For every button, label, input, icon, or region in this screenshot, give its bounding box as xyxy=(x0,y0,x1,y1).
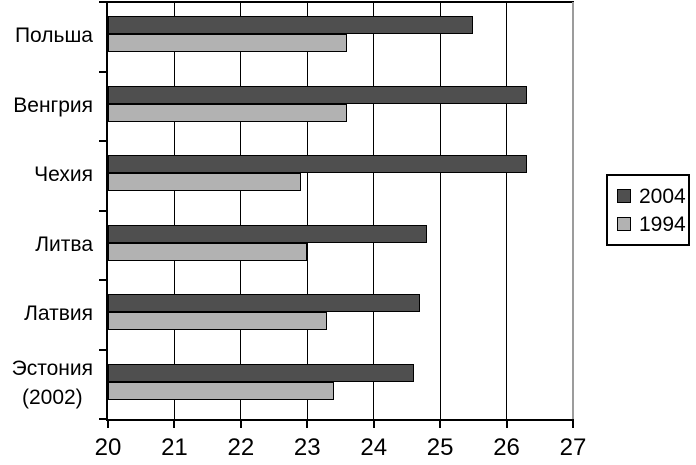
y-tick xyxy=(99,418,107,420)
y-tick xyxy=(99,279,107,281)
legend-label: 2004 xyxy=(639,184,686,208)
bar-2004 xyxy=(108,363,414,382)
x-tick xyxy=(572,421,574,428)
category-label: Чехия xyxy=(34,163,93,187)
plot-border-top xyxy=(106,1,574,3)
bar-1994 xyxy=(108,103,348,122)
x-tick xyxy=(239,421,242,428)
category-label: Латвия xyxy=(24,302,93,326)
x-tick-label: 22 xyxy=(227,434,255,461)
x-tick-label: 20 xyxy=(94,434,122,461)
x-tick-label: 25 xyxy=(426,434,454,461)
x-tick xyxy=(306,421,309,428)
x-tick-label: 23 xyxy=(293,434,321,461)
legend-entry: 1994 xyxy=(617,214,688,235)
x-tick xyxy=(372,421,375,428)
category-label: Польша xyxy=(14,24,93,48)
bar-1994 xyxy=(108,34,348,52)
x-tick-label: 24 xyxy=(360,434,388,461)
bar-2004 xyxy=(108,294,421,312)
gridline-right-edge xyxy=(572,2,574,419)
y-tick xyxy=(99,348,107,351)
category-label: Эстония (2002) xyxy=(11,357,93,410)
bar-2004 xyxy=(108,85,527,104)
x-tick-label: 26 xyxy=(493,434,520,461)
gridline xyxy=(173,2,175,419)
y-tick xyxy=(99,70,107,73)
y-axis xyxy=(106,1,108,421)
bar-1994 xyxy=(108,381,334,400)
y-tick xyxy=(99,209,107,212)
gridline xyxy=(373,2,375,419)
gridline xyxy=(506,2,508,419)
legend: 2004 1994 xyxy=(606,174,690,246)
x-tick xyxy=(173,421,176,428)
x-axis xyxy=(106,419,574,421)
gridline xyxy=(306,2,308,419)
category-label: Литва xyxy=(35,232,93,256)
legend-label: 1994 xyxy=(639,212,686,236)
x-tick xyxy=(439,421,442,428)
x-tick-label: 21 xyxy=(161,434,188,461)
x-tick xyxy=(107,421,109,428)
legend-entry: 2004 xyxy=(617,186,688,207)
x-tick xyxy=(505,421,508,428)
x-tick-label: 27 xyxy=(559,434,587,461)
bar-1994 xyxy=(108,312,328,330)
gridline xyxy=(439,2,441,419)
bar-1994 xyxy=(108,173,301,191)
bar-2004 xyxy=(108,224,427,243)
bar-2004 xyxy=(108,16,474,34)
gridline xyxy=(240,2,242,419)
bar-1994 xyxy=(108,242,308,261)
bar-2004 xyxy=(108,155,527,173)
legend-swatch-2004 xyxy=(617,189,631,203)
category-label: Венгрия xyxy=(13,93,93,117)
y-tick xyxy=(99,1,107,3)
legend-swatch-1994 xyxy=(617,217,631,231)
y-tick xyxy=(99,140,107,142)
